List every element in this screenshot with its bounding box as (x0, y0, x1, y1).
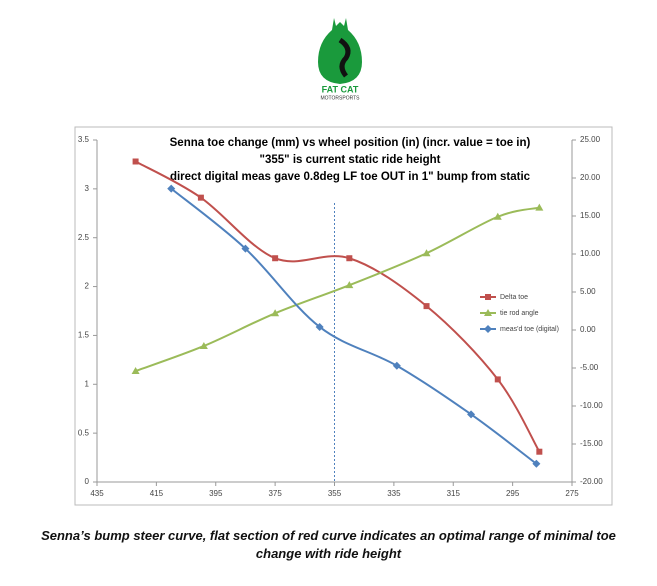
marker (346, 255, 353, 262)
chart-title: direct digital meas gave 0.8deg LF toe O… (170, 171, 531, 183)
marker (345, 281, 354, 289)
x-tick-label: 295 (506, 489, 520, 498)
marker (271, 309, 280, 317)
marker (167, 184, 176, 193)
legend-label: tie rod angle (500, 310, 539, 317)
x-tick-label: 275 (565, 489, 579, 498)
series-line (135, 206, 540, 372)
x-tick-label: 335 (387, 489, 401, 498)
chart-title: "355" is current static ride height (260, 154, 441, 166)
marker (493, 212, 502, 220)
legend-label: meas'd toe (digital) (500, 326, 559, 333)
marker (467, 410, 476, 419)
y2-tick-label: 25.00 (580, 135, 601, 144)
y-tick-label: 2 (85, 282, 90, 291)
y2-tick-label: -20.00 (580, 477, 603, 486)
marker (536, 448, 543, 455)
marker (485, 294, 491, 300)
marker (392, 361, 401, 370)
y2-tick-label: 20.00 (580, 173, 601, 182)
logo: FAT CAT MOTORSPORTS (318, 18, 362, 101)
y-tick-label: 0.5 (78, 428, 90, 437)
chart-frame (74, 126, 613, 506)
x-tick-label: 395 (209, 489, 223, 498)
marker (484, 325, 492, 333)
series-line (135, 160, 541, 453)
marker (532, 459, 541, 468)
x-tick-label: 435 (90, 489, 104, 498)
marker (132, 158, 139, 165)
caption: Senna’s bump steer curve, flat section o… (41, 528, 616, 561)
x-tick-label: 375 (268, 489, 282, 498)
logo-name: FAT CAT (322, 84, 359, 94)
marker (131, 367, 140, 375)
marker (535, 203, 544, 211)
marker (199, 341, 208, 349)
y2-tick-label: -10.00 (580, 401, 603, 410)
y-tick-label: 1 (85, 379, 90, 388)
chart-title: Senna toe change (mm) vs wheel position … (170, 137, 531, 149)
marker (423, 303, 430, 310)
x-tick-label: 355 (328, 489, 342, 498)
y2-tick-label: 5.00 (580, 287, 596, 296)
marker (315, 322, 324, 331)
marker (484, 309, 492, 316)
marker (241, 244, 250, 253)
series-line (170, 187, 537, 465)
marker (422, 249, 431, 257)
x-tick-label: 415 (150, 489, 164, 498)
y-tick-label: 1.5 (78, 331, 90, 340)
marker (494, 376, 501, 383)
logo-subtitle: MOTORSPORTS (321, 95, 361, 101)
x-tick-label: 315 (447, 489, 461, 498)
y2-tick-label: -15.00 (580, 439, 603, 448)
y2-tick-label: 0.00 (580, 325, 596, 334)
y2-tick-label: 15.00 (580, 211, 601, 220)
logo-shape (318, 18, 362, 84)
logo-road (338, 37, 351, 78)
y-tick-label: 0 (85, 477, 90, 486)
y-tick-label: 3.5 (78, 135, 90, 144)
marker (197, 194, 204, 201)
y2-tick-label: -5.00 (580, 363, 599, 372)
legend-label: Delta toe (500, 294, 528, 301)
y-tick-label: 2.5 (78, 233, 90, 242)
y-tick-label: 3 (85, 184, 90, 193)
y2-tick-label: 10.00 (580, 249, 601, 258)
marker (272, 255, 279, 262)
